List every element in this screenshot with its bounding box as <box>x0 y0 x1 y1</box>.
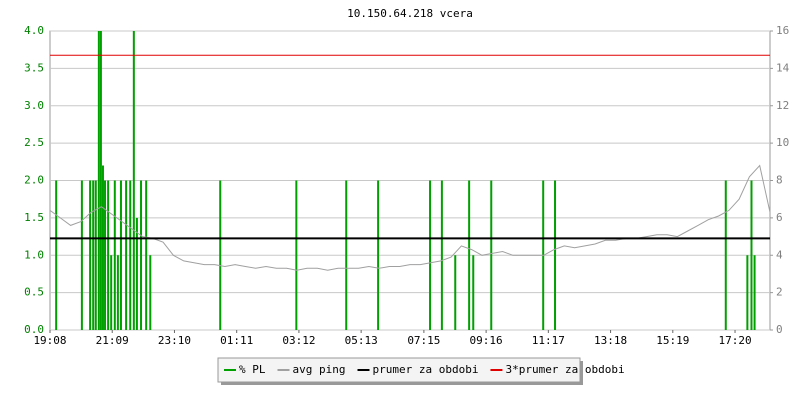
y2-tick-label: 14 <box>776 61 790 74</box>
legend-label: % PL <box>239 363 266 376</box>
x-tick-label: 17:20 <box>718 334 751 347</box>
y2-tick-label: 10 <box>776 136 789 149</box>
y-tick-label: 1.0 <box>24 248 44 261</box>
x-tick-label: 11:17 <box>532 334 565 347</box>
y2-tick-label: 0 <box>776 323 783 336</box>
y2-tick-label: 4 <box>776 248 783 261</box>
y2-tick-label: 6 <box>776 211 783 224</box>
x-tick-label: 23:10 <box>158 334 191 347</box>
y-tick-label: 3.5 <box>24 61 44 74</box>
legend-label: 3*prumer za obdobi <box>505 363 624 376</box>
x-tick-label: 03:12 <box>282 334 315 347</box>
x-tick-label: 05:13 <box>345 334 378 347</box>
y-tick-label: 0.5 <box>24 286 44 299</box>
x-tick-label: 13:18 <box>594 334 627 347</box>
y2-tick-label: 12 <box>776 99 789 112</box>
x-tick-label: 07:15 <box>407 334 440 347</box>
x-tick-label: 19:08 <box>33 334 66 347</box>
x-tick-label: 01:11 <box>220 334 253 347</box>
y2-tick-label: 8 <box>776 174 783 187</box>
y2-tick-label: 16 <box>776 24 789 37</box>
y-tick-label: 3.0 <box>24 99 44 112</box>
legend-label: avg ping <box>293 363 346 376</box>
chart-title: 10.150.64.218 vcera <box>347 7 473 20</box>
x-tick-label: 15:19 <box>656 334 689 347</box>
x-tick-label: 21:09 <box>96 334 129 347</box>
y-tick-label: 4.0 <box>24 24 44 37</box>
y2-tick-label: 2 <box>776 286 783 299</box>
y-tick-label: 2.5 <box>24 136 44 149</box>
ping-line <box>49 164 771 271</box>
y-tick-label: 2.0 <box>24 174 44 187</box>
y-tick-label: 1.5 <box>24 211 44 224</box>
legend-label: prumer za obdobi <box>372 363 478 376</box>
x-tick-label: 09:16 <box>470 334 503 347</box>
y-tick-label: 0.0 <box>24 323 44 336</box>
